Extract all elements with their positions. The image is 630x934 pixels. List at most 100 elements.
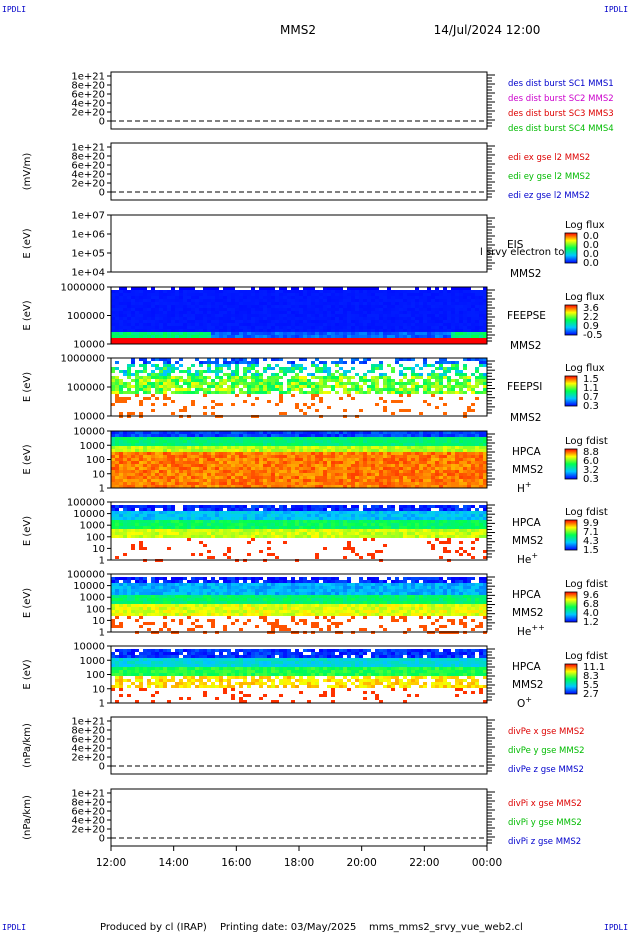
spectrogram-cell bbox=[251, 470, 255, 473]
spectrogram-cell bbox=[203, 293, 207, 296]
spectrogram-cell bbox=[311, 470, 315, 473]
spectrogram-cell bbox=[155, 464, 159, 467]
spectrogram-cell bbox=[371, 287, 375, 290]
spectrogram-cell bbox=[319, 434, 323, 437]
spectrogram-cell bbox=[243, 376, 247, 379]
spectrogram-cell bbox=[379, 376, 383, 379]
spectrogram-cell bbox=[211, 434, 215, 437]
spectrogram-cell bbox=[451, 388, 455, 391]
spectrogram-cell bbox=[271, 437, 275, 440]
spectrogram-cell bbox=[231, 293, 235, 296]
spectrogram-cell bbox=[267, 464, 271, 467]
spectrogram-cell bbox=[295, 335, 299, 338]
spectrogram-cell bbox=[155, 482, 159, 485]
spectrogram-cell bbox=[243, 446, 247, 449]
spectrogram-cell bbox=[155, 317, 159, 320]
spectrogram-cell bbox=[191, 341, 195, 344]
spectrogram-cell bbox=[227, 526, 231, 529]
spectrogram-cell bbox=[383, 406, 387, 409]
spectrogram-cell bbox=[299, 308, 303, 311]
spectrogram-cell bbox=[219, 529, 223, 532]
spectrogram-cell bbox=[175, 326, 179, 329]
spectrogram-cell bbox=[451, 317, 455, 320]
spectrogram-cell bbox=[275, 290, 279, 293]
spectrogram-cell bbox=[247, 290, 251, 293]
spectrogram-cell bbox=[187, 452, 191, 455]
spectrogram-cell bbox=[231, 385, 235, 388]
spectrogram-cell bbox=[147, 452, 151, 455]
spectrogram-cell bbox=[115, 338, 119, 341]
spectrogram-cell bbox=[211, 479, 215, 482]
spectrogram-cell bbox=[135, 373, 139, 376]
spectrogram-cell bbox=[283, 391, 287, 394]
spectrogram-cell bbox=[431, 293, 435, 296]
spectrogram-cell bbox=[455, 470, 459, 473]
spectrogram-cell bbox=[187, 320, 191, 323]
spectrogram-cell bbox=[271, 326, 275, 329]
spectrogram-cell bbox=[411, 440, 415, 443]
spectrogram-cell bbox=[471, 308, 475, 311]
spectrogram-cell bbox=[223, 290, 227, 293]
spectrogram-cell bbox=[175, 361, 179, 364]
spectrogram-cell bbox=[315, 470, 319, 473]
spectrogram-cell bbox=[203, 443, 207, 446]
spectrogram-cell bbox=[171, 479, 175, 482]
spectrogram-cell bbox=[167, 520, 171, 523]
spectrogram-cell bbox=[267, 311, 271, 314]
spectrogram-cell bbox=[307, 473, 311, 476]
spectrogram-cell bbox=[311, 329, 315, 332]
spectrogram-cell bbox=[251, 467, 255, 470]
spectrogram-cell bbox=[179, 446, 183, 449]
spectrogram-cell bbox=[479, 461, 483, 464]
spectrogram-cell bbox=[411, 323, 415, 326]
spectrogram-cell bbox=[235, 517, 239, 520]
spectrogram-cell bbox=[355, 335, 359, 338]
spectrogram-cell bbox=[215, 287, 219, 290]
spectrogram-cell bbox=[403, 329, 407, 332]
spectrogram-cell bbox=[467, 458, 471, 461]
spectrogram-cell bbox=[267, 332, 271, 335]
spectrogram-cell bbox=[415, 376, 419, 379]
spectrogram-cell bbox=[151, 364, 155, 367]
spectrogram-cell bbox=[115, 535, 119, 538]
spectrogram-cell bbox=[311, 455, 315, 458]
spectrogram-cell bbox=[111, 305, 115, 308]
spectrogram-cell bbox=[311, 341, 315, 344]
spectrogram-cell bbox=[151, 526, 155, 529]
spectrogram-cell bbox=[123, 455, 127, 458]
spectrogram-cell bbox=[379, 452, 383, 455]
spectrogram-cell bbox=[263, 431, 267, 434]
spectrogram-cell bbox=[159, 338, 163, 341]
spectrogram-cell bbox=[363, 293, 367, 296]
spectrogram-cell bbox=[371, 479, 375, 482]
spectrogram-cell bbox=[367, 302, 371, 305]
spectrogram-cell bbox=[335, 479, 339, 482]
spectrogram-cell bbox=[335, 299, 339, 302]
spectrogram-cell bbox=[455, 329, 459, 332]
spectrogram-cell bbox=[303, 452, 307, 455]
spectrogram-cell bbox=[163, 299, 167, 302]
spectrogram-cell bbox=[407, 299, 411, 302]
spectrogram-cell bbox=[375, 476, 379, 479]
spectrogram-cell bbox=[199, 553, 203, 556]
spectrogram-cell bbox=[199, 431, 203, 434]
spectrogram-cell bbox=[307, 290, 311, 293]
spectrogram-cell bbox=[443, 290, 447, 293]
spectrogram-cell bbox=[483, 382, 487, 385]
spectrogram-cell bbox=[387, 329, 391, 332]
spectrogram-cell bbox=[339, 332, 343, 335]
spectrogram-cell bbox=[363, 326, 367, 329]
spectrogram-cell bbox=[467, 341, 471, 344]
spectrogram-cell bbox=[371, 446, 375, 449]
spectrogram-cell bbox=[251, 376, 255, 379]
spectrogram-cell bbox=[391, 320, 395, 323]
spectrogram-cell bbox=[259, 470, 263, 473]
spectrogram-cell bbox=[283, 305, 287, 308]
spectrogram-cell bbox=[287, 482, 291, 485]
spectrogram-cell bbox=[227, 461, 231, 464]
spectrogram-cell bbox=[295, 373, 299, 376]
spectrogram-cell bbox=[375, 364, 379, 367]
spectrogram-cell bbox=[319, 361, 323, 364]
spectrogram-cell bbox=[307, 373, 311, 376]
spectrogram-cell bbox=[275, 449, 279, 452]
